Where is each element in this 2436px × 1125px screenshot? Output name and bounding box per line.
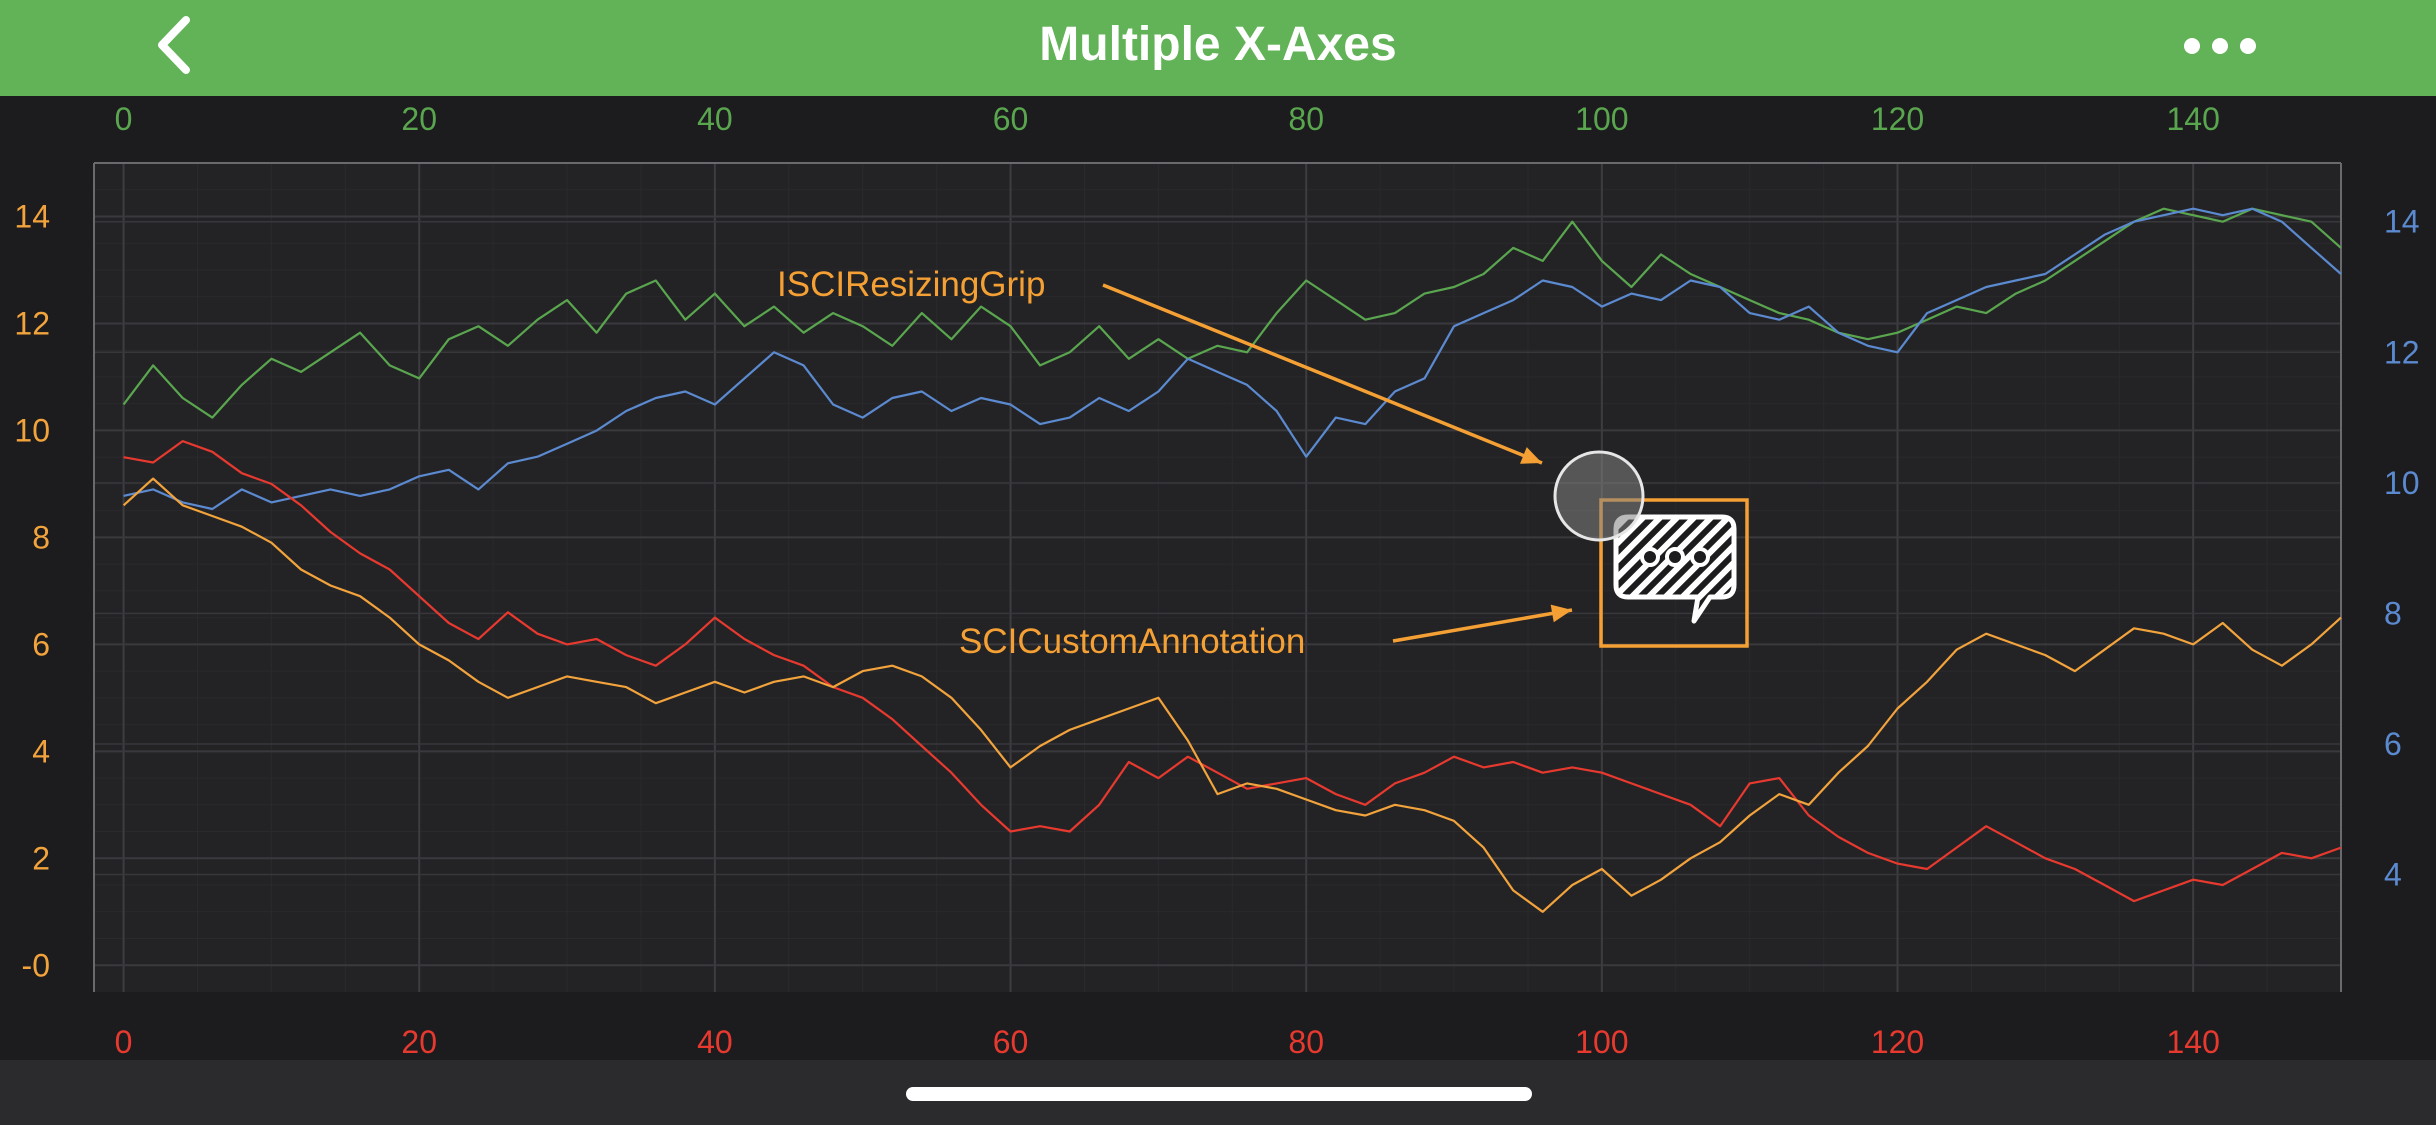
annotation-text-resizing-grip: ISCIResizingGrip <box>777 265 1045 304</box>
top-axis-tick-label: 0 <box>115 101 133 137</box>
page-title: Multiple X-Axes <box>1039 18 1397 71</box>
left-axis-tick-label: 6 <box>32 626 50 662</box>
top-axis-tick-label: 140 <box>2166 101 2219 137</box>
right-axis-tick-label: 8 <box>2384 595 2402 631</box>
chat-bubble-dot <box>1690 547 1710 567</box>
annotation-arrow-resizing-grip-head <box>1520 447 1542 464</box>
resizing-grip-handle[interactable] <box>1553 450 1645 542</box>
plot-background <box>94 163 2341 992</box>
left-axis-tick-label: 8 <box>32 519 50 555</box>
bottom-axis-tick-label: 60 <box>993 1024 1029 1060</box>
top-axis-tick-label: 120 <box>1871 101 1924 137</box>
bottom-axis-tick-label: 80 <box>1288 1024 1324 1060</box>
top-axis-tick-label: 100 <box>1575 101 1628 137</box>
right-axis-tick-label: 6 <box>2384 726 2402 762</box>
annotation-arrow-custom-annotation-line <box>1392 608 1573 643</box>
series-line-4 <box>122 477 2342 913</box>
annotation-text-custom-annotation: SCICustomAnnotation <box>959 622 1305 661</box>
bottom-axis-tick-label: 20 <box>401 1024 437 1060</box>
right-axis-tick-label: 12 <box>2384 334 2420 370</box>
chevron-left-icon <box>158 16 190 74</box>
nav-bar: Multiple X-Axes <box>0 0 2436 98</box>
more-button[interactable] <box>2170 18 2270 74</box>
chart-svg[interactable]: 0 20 40 60 80 100 120 140 0 20 40 60 80 100 120 140 -0 2 4… <box>0 96 2436 1060</box>
top-axis-tick-label: 40 <box>697 101 733 137</box>
left-axis-tick-label: -0 <box>22 947 50 983</box>
bottom-axis-tick-label: 0 <box>115 1024 133 1060</box>
ellipsis-icon <box>2184 38 2256 54</box>
bottom-axis-tick-label: 120 <box>1871 1024 1924 1060</box>
annotation-arrow-custom-annotation-head <box>1550 604 1572 623</box>
series-line-3 <box>123 440 2342 903</box>
chat-bubble-dot <box>1665 547 1685 567</box>
top-axis-tick-label: 20 <box>401 101 437 137</box>
chat-bubble-icon <box>1613 514 1737 624</box>
left-axis-tick-label: 12 <box>14 305 50 341</box>
series-line-1 <box>122 207 2342 419</box>
custom-annotation[interactable] <box>1599 498 1749 648</box>
top-axis-tick-label: 60 <box>993 101 1029 137</box>
annotation-arrow-resizing-grip-line <box>1102 283 1543 465</box>
right-axis-tick-label: 10 <box>2384 465 2420 501</box>
back-button[interactable] <box>140 10 210 80</box>
series-line-2 <box>123 207 2342 511</box>
left-axis-tick-label: 4 <box>32 733 50 769</box>
left-axis-tick-label: 10 <box>14 412 50 448</box>
right-axis-tick-label: 4 <box>2384 857 2402 893</box>
custom-annotation-border <box>1599 498 1749 648</box>
bottom-axis-tick-label: 40 <box>697 1024 733 1060</box>
top-axis-tick-label: 80 <box>1288 101 1324 137</box>
right-axis-tick-label: 14 <box>2384 204 2420 240</box>
home-indicator[interactable] <box>906 1087 1532 1101</box>
chat-bubble-dot <box>1640 547 1660 567</box>
left-axis-tick-label: 14 <box>14 198 50 234</box>
chart-area: 0 20 40 60 80 100 120 140 0 20 40 60 80 100 120 140 -0 2 4… <box>0 96 2436 1060</box>
bottom-axis-tick-label: 140 <box>2166 1024 2219 1060</box>
bottom-axis-tick-label: 100 <box>1575 1024 1628 1060</box>
left-axis-tick-label: 2 <box>32 840 50 876</box>
